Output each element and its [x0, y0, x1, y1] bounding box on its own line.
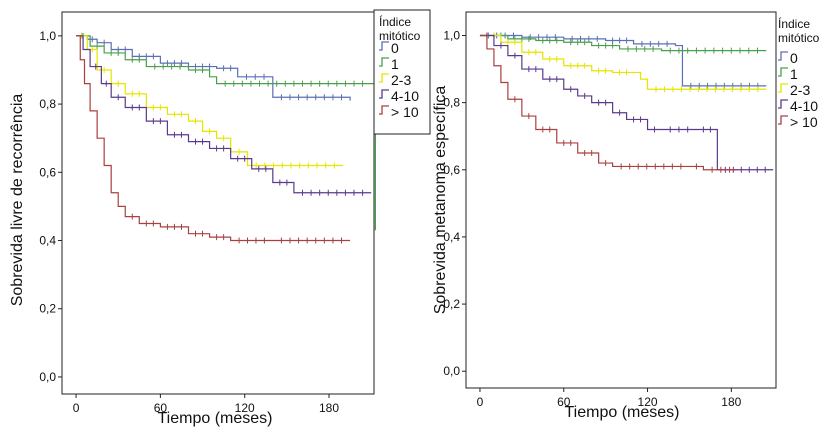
- x-axis-title: Tiempo (meses): [565, 404, 680, 421]
- y-tick-label: 0,2: [443, 297, 460, 311]
- legend-label: 2-3: [790, 82, 810, 98]
- series-line-1: [76, 35, 351, 101]
- series-line-5: [479, 34, 739, 171]
- x-tick-label: 60: [154, 401, 168, 415]
- y-tick-label: 0,8: [443, 96, 460, 110]
- chart-recurrence-free-survival: 0,0 0,2 0,4 0,6 0,8 1,0 0 60 120 180 Sobrevida l…: [9, 9, 431, 427]
- legend-label: 4-10: [790, 98, 818, 114]
- legend-swatch: [379, 73, 389, 83]
- legend-swatch: [778, 83, 788, 93]
- y-axis-title: Sobrevida metanoma específica: [432, 86, 449, 315]
- plot-area-frame: [465, 11, 777, 389]
- legend-swatch: [778, 99, 788, 109]
- legend-swatch: [379, 57, 389, 67]
- legend-title: Índice mitótico: [778, 16, 820, 45]
- legend-swatch: [379, 41, 389, 51]
- x-tick-label: 120: [638, 395, 658, 409]
- x-tick-label: 0: [477, 395, 484, 409]
- y-tick-label: 1,0: [443, 29, 460, 43]
- series-line-4: [479, 34, 774, 171]
- series-line-1: [479, 34, 767, 87]
- legend: Índice mitótico 012-34-10> 10: [373, 9, 431, 135]
- y-tick-label: 0,2: [39, 302, 56, 316]
- x-tick-label: 180: [721, 395, 741, 409]
- legend-label: 0: [790, 50, 798, 66]
- y-tick-label: 1,0: [39, 29, 56, 43]
- legend-label: 2-3: [391, 72, 411, 88]
- series-line-5: [76, 35, 351, 242]
- legend-label: > 10: [790, 114, 818, 130]
- legend-label: 1: [790, 66, 798, 82]
- y-tick-label: 0,4: [443, 230, 460, 244]
- series-line-3: [479, 34, 767, 90]
- x-axis-title: Tiempo (meses): [158, 410, 273, 427]
- chart-melanoma-specific-survival: 0,0 0,2 0,4 0,6 0,8 1,0 0 60 120 180 Sobrevida m…: [432, 11, 820, 421]
- x-tick-label: 60: [557, 395, 571, 409]
- x-tick-label: 0: [73, 401, 80, 415]
- plot-area-frame: [61, 11, 375, 395]
- series-line-4: [76, 35, 372, 194]
- series-line-2: [76, 35, 377, 231]
- legend-swatch: [379, 105, 389, 115]
- y-tick-label: 0,0: [443, 364, 460, 378]
- legend-label: 1: [391, 56, 399, 72]
- legend-swatch: [778, 115, 788, 125]
- x-tick-label: 120: [235, 401, 255, 415]
- y-tick-label: 0,4: [39, 234, 56, 248]
- legend-title: Índice mitótico: [379, 14, 421, 43]
- y-tick-label: 0,0: [39, 370, 56, 384]
- y-tick-label: 0,6: [39, 165, 56, 179]
- x-tick-label: 180: [319, 401, 339, 415]
- legend-label: 4-10: [391, 88, 419, 104]
- legend: Índice mitótico 012-34-10> 10: [778, 16, 820, 130]
- y-tick-label: 0,6: [443, 163, 460, 177]
- legend-frame: [373, 9, 431, 135]
- legend-swatch: [778, 51, 788, 61]
- y-tick-label: 0,8: [39, 97, 56, 111]
- legend-label: 0: [391, 40, 399, 56]
- legend-label: > 10: [391, 104, 419, 120]
- legend-swatch: [379, 89, 389, 99]
- legend-swatch: [778, 67, 788, 77]
- y-axis-title: Sobrevida livre de recorrência: [9, 94, 26, 307]
